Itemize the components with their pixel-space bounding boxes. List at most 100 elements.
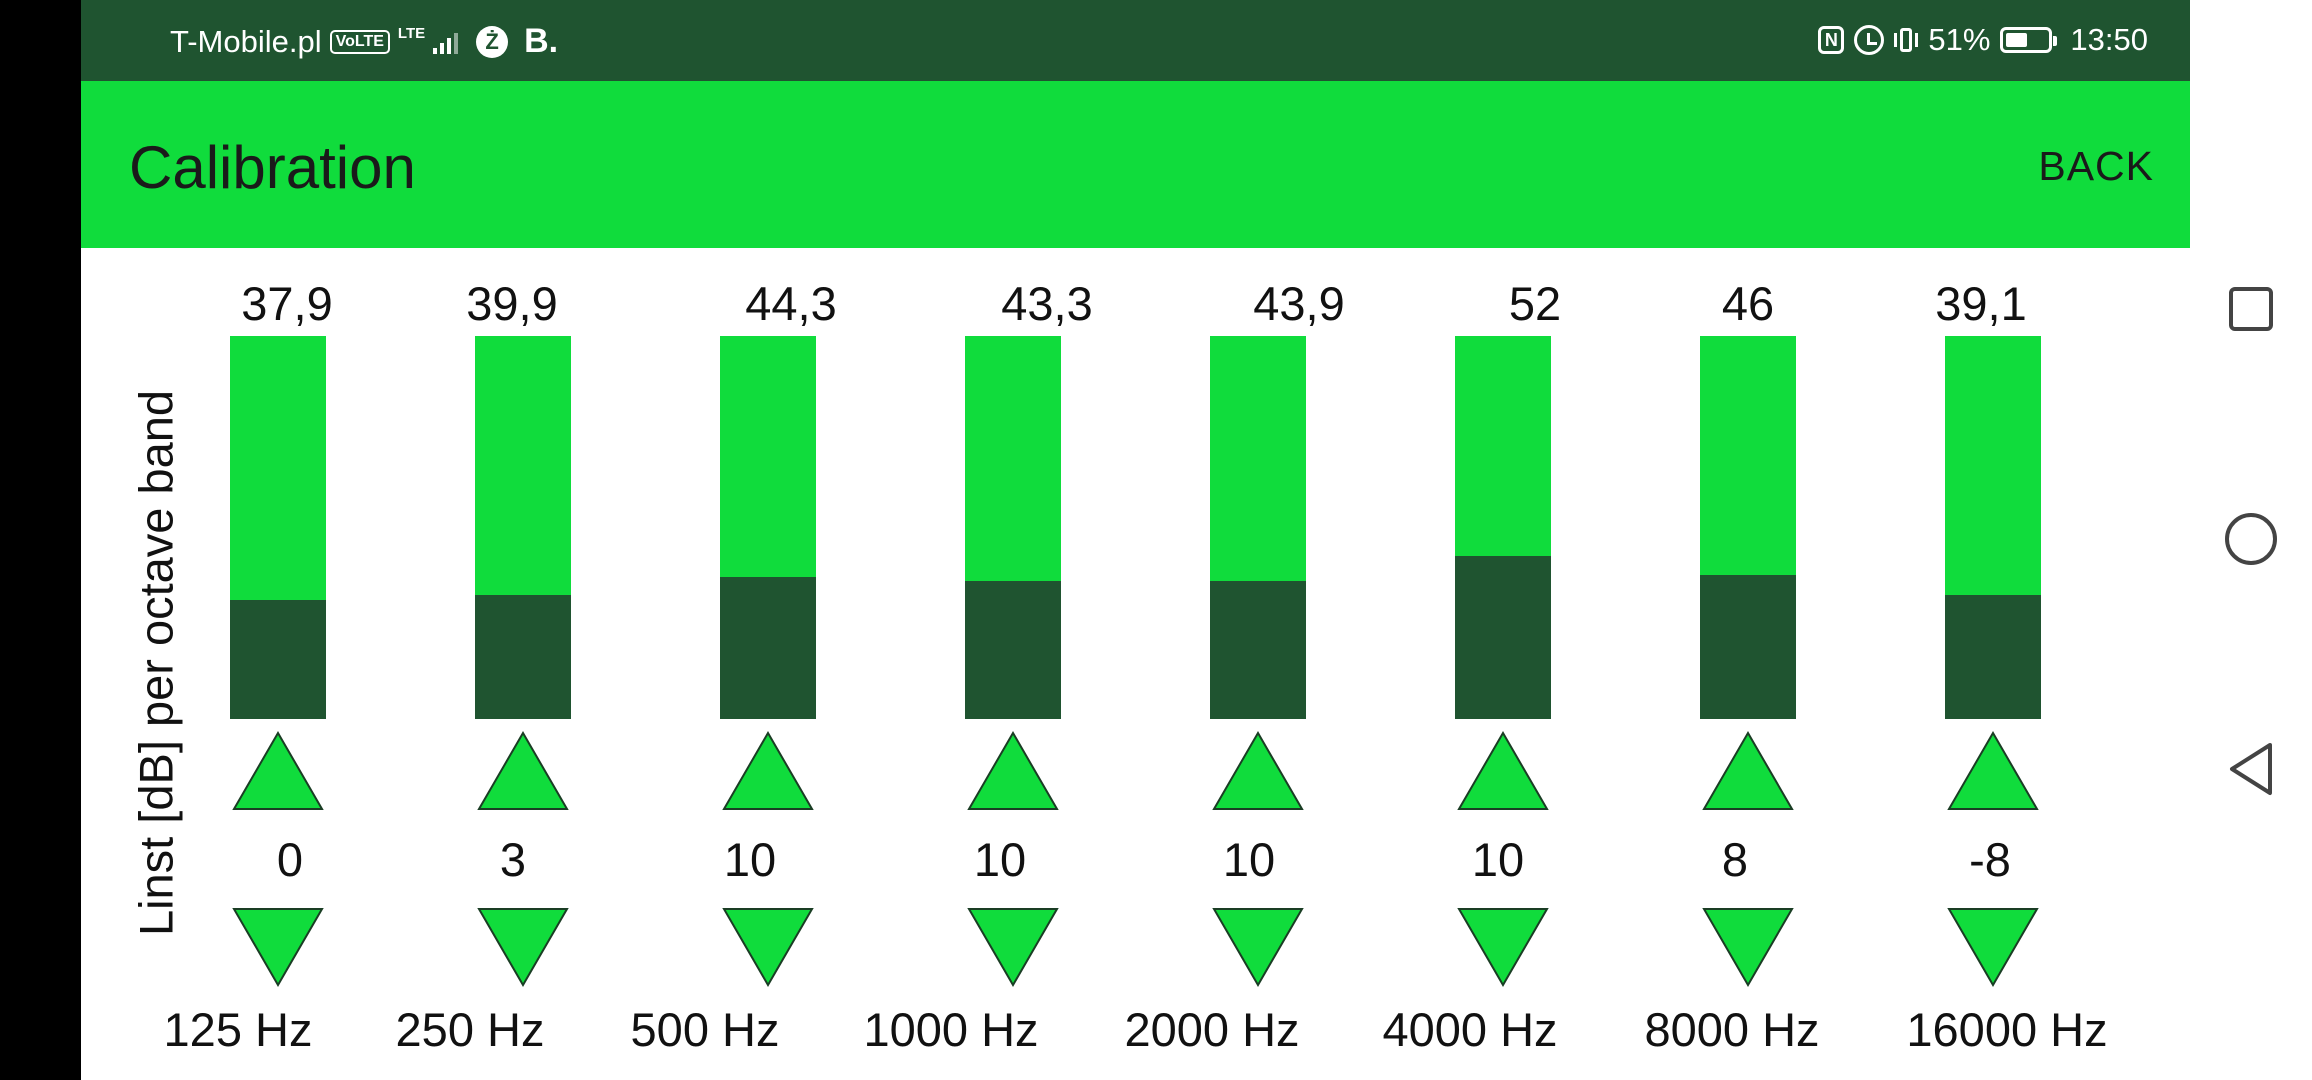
triangle-back-icon <box>2230 743 2272 795</box>
band-level-bar-fill <box>1210 581 1306 719</box>
band-level-bar <box>720 336 816 719</box>
increase-offset-button[interactable] <box>722 731 814 811</box>
band-level-value: 44,3 <box>745 277 837 330</box>
band-frequency-label: 8000 Hz <box>1644 1003 1820 1056</box>
status-bar-right: N 51% 13:50 <box>1818 22 2148 58</box>
app-notification-icon: Ż <box>476 25 509 58</box>
volte-badge: VoLTE <box>329 29 390 54</box>
triangle-up-icon <box>967 731 1059 810</box>
triangle-down-icon <box>1212 908 1304 987</box>
increase-offset-button[interactable] <box>967 731 1059 811</box>
band-level-bar <box>1700 336 1796 719</box>
alarm-icon <box>1854 25 1885 55</box>
band-level-value: 39,1 <box>1935 277 2027 330</box>
increase-offset-button[interactable] <box>232 731 324 811</box>
band-frequency-label: 1000 Hz <box>863 1003 1039 1056</box>
band-level-value: 52 <box>1508 277 1562 330</box>
triangle-up-icon <box>1947 731 2039 810</box>
status-bar-left: T-Mobile.pl VoLTE LTE Ż B. <box>170 22 558 61</box>
triangle-down-icon <box>722 908 814 987</box>
navigation-bar <box>2190 0 2312 1080</box>
home-button[interactable] <box>2190 489 2312 589</box>
triangle-up-icon <box>1702 731 1794 810</box>
decrease-offset-button[interactable] <box>1947 907 2039 987</box>
circle-icon <box>2225 513 2277 565</box>
band-level-value: 39,9 <box>466 277 558 330</box>
band-level-bar <box>965 336 1061 719</box>
app-bar: Calibration BACK <box>81 81 2190 248</box>
band-frequency-label: 500 Hz <box>630 1003 780 1056</box>
band-offset-value: 0 <box>276 833 304 886</box>
triangle-up-icon <box>232 731 324 810</box>
lte-indicator: LTE <box>397 25 426 42</box>
clock: 13:50 <box>2070 22 2148 57</box>
increase-offset-button[interactable] <box>1212 731 1304 811</box>
band-level-bar <box>230 336 326 719</box>
band-level-bar <box>1945 336 2041 719</box>
increase-offset-button[interactable] <box>477 731 569 811</box>
band-offset-value: 8 <box>1721 833 1749 886</box>
triangle-up-icon <box>477 731 569 810</box>
triangle-down-icon <box>1947 908 2039 987</box>
left-black-strip <box>0 0 81 1080</box>
triangle-up-icon <box>1457 731 1549 810</box>
increase-offset-button[interactable] <box>1947 731 2039 811</box>
band-level-bar <box>1455 336 1551 719</box>
band-frequency-label: 2000 Hz <box>1124 1003 1300 1056</box>
battery-fill <box>2006 33 2027 47</box>
band-level-value: 43,9 <box>1253 277 1345 330</box>
band-level-bar-fill <box>230 600 326 719</box>
decrease-offset-button[interactable] <box>232 907 324 987</box>
carrier-name: T-Mobile.pl <box>170 23 322 59</box>
decrease-offset-button[interactable] <box>967 907 1059 987</box>
band-offset-value: -8 <box>1969 833 2011 886</box>
battery-icon <box>2000 27 2058 53</box>
band-level-bar <box>1210 336 1306 719</box>
band-offset-value: 10 <box>1471 833 1525 886</box>
band-frequency-label: 16000 Hz <box>1906 1003 2108 1056</box>
square-icon <box>2229 287 2273 331</box>
band-level-value: 46 <box>1721 277 1775 330</box>
decrease-offset-button[interactable] <box>1457 907 1549 987</box>
band-level-bar-fill <box>1945 594 2041 719</box>
increase-offset-button[interactable] <box>1702 731 1794 811</box>
triangle-down-icon <box>477 908 569 987</box>
b-notification-icon: B. <box>524 22 559 60</box>
band-frequency-label: 125 Hz <box>163 1003 313 1056</box>
decrease-offset-button[interactable] <box>1212 907 1304 987</box>
band-level-bar-fill <box>475 594 571 719</box>
band-offset-value: 10 <box>723 833 777 886</box>
band-level-bar-fill <box>965 581 1061 719</box>
triangle-down-icon <box>232 908 324 987</box>
triangle-down-icon <box>967 908 1059 987</box>
decrease-offset-button[interactable] <box>477 907 569 987</box>
triangle-down-icon <box>1457 908 1549 987</box>
back-button[interactable]: BACK <box>2038 143 2154 189</box>
battery-percent: 51% <box>1928 22 1991 57</box>
band-level-value: 37,9 <box>241 277 333 330</box>
band-offset-value: 10 <box>973 833 1027 886</box>
band-level-value: 43,3 <box>1001 277 1093 330</box>
signal-strength-icon <box>433 30 459 54</box>
band-frequency-label: 4000 Hz <box>1382 1003 1558 1056</box>
y-axis-label: Linst [dB] per octave band <box>129 389 183 937</box>
vibrate-icon <box>1894 28 1919 52</box>
nfc-icon: N <box>1818 26 1845 54</box>
recents-button[interactable] <box>2190 259 2312 359</box>
triangle-down-icon <box>1702 908 1794 987</box>
system-back-button[interactable] <box>2190 719 2312 819</box>
band-offset-value: 3 <box>499 833 527 886</box>
triangle-up-icon <box>722 731 814 810</box>
increase-offset-button[interactable] <box>1457 731 1549 811</box>
calibration-screen: T-Mobile.pl VoLTE LTE Ż B. N 51% 13:50 C… <box>81 0 2190 1080</box>
decrease-offset-button[interactable] <box>1702 907 1794 987</box>
triangle-up-icon <box>1212 731 1304 810</box>
band-level-bar-fill <box>1455 556 1551 719</box>
band-level-bar-fill <box>720 577 816 719</box>
decrease-offset-button[interactable] <box>722 907 814 987</box>
band-offset-value: 10 <box>1222 833 1276 886</box>
band-level-bar-fill <box>1700 575 1796 719</box>
status-bar: T-Mobile.pl VoLTE LTE Ż B. N 51% 13:50 <box>81 0 2190 81</box>
page-title: Calibration <box>129 134 416 201</box>
band-frequency-label: 250 Hz <box>395 1003 545 1056</box>
